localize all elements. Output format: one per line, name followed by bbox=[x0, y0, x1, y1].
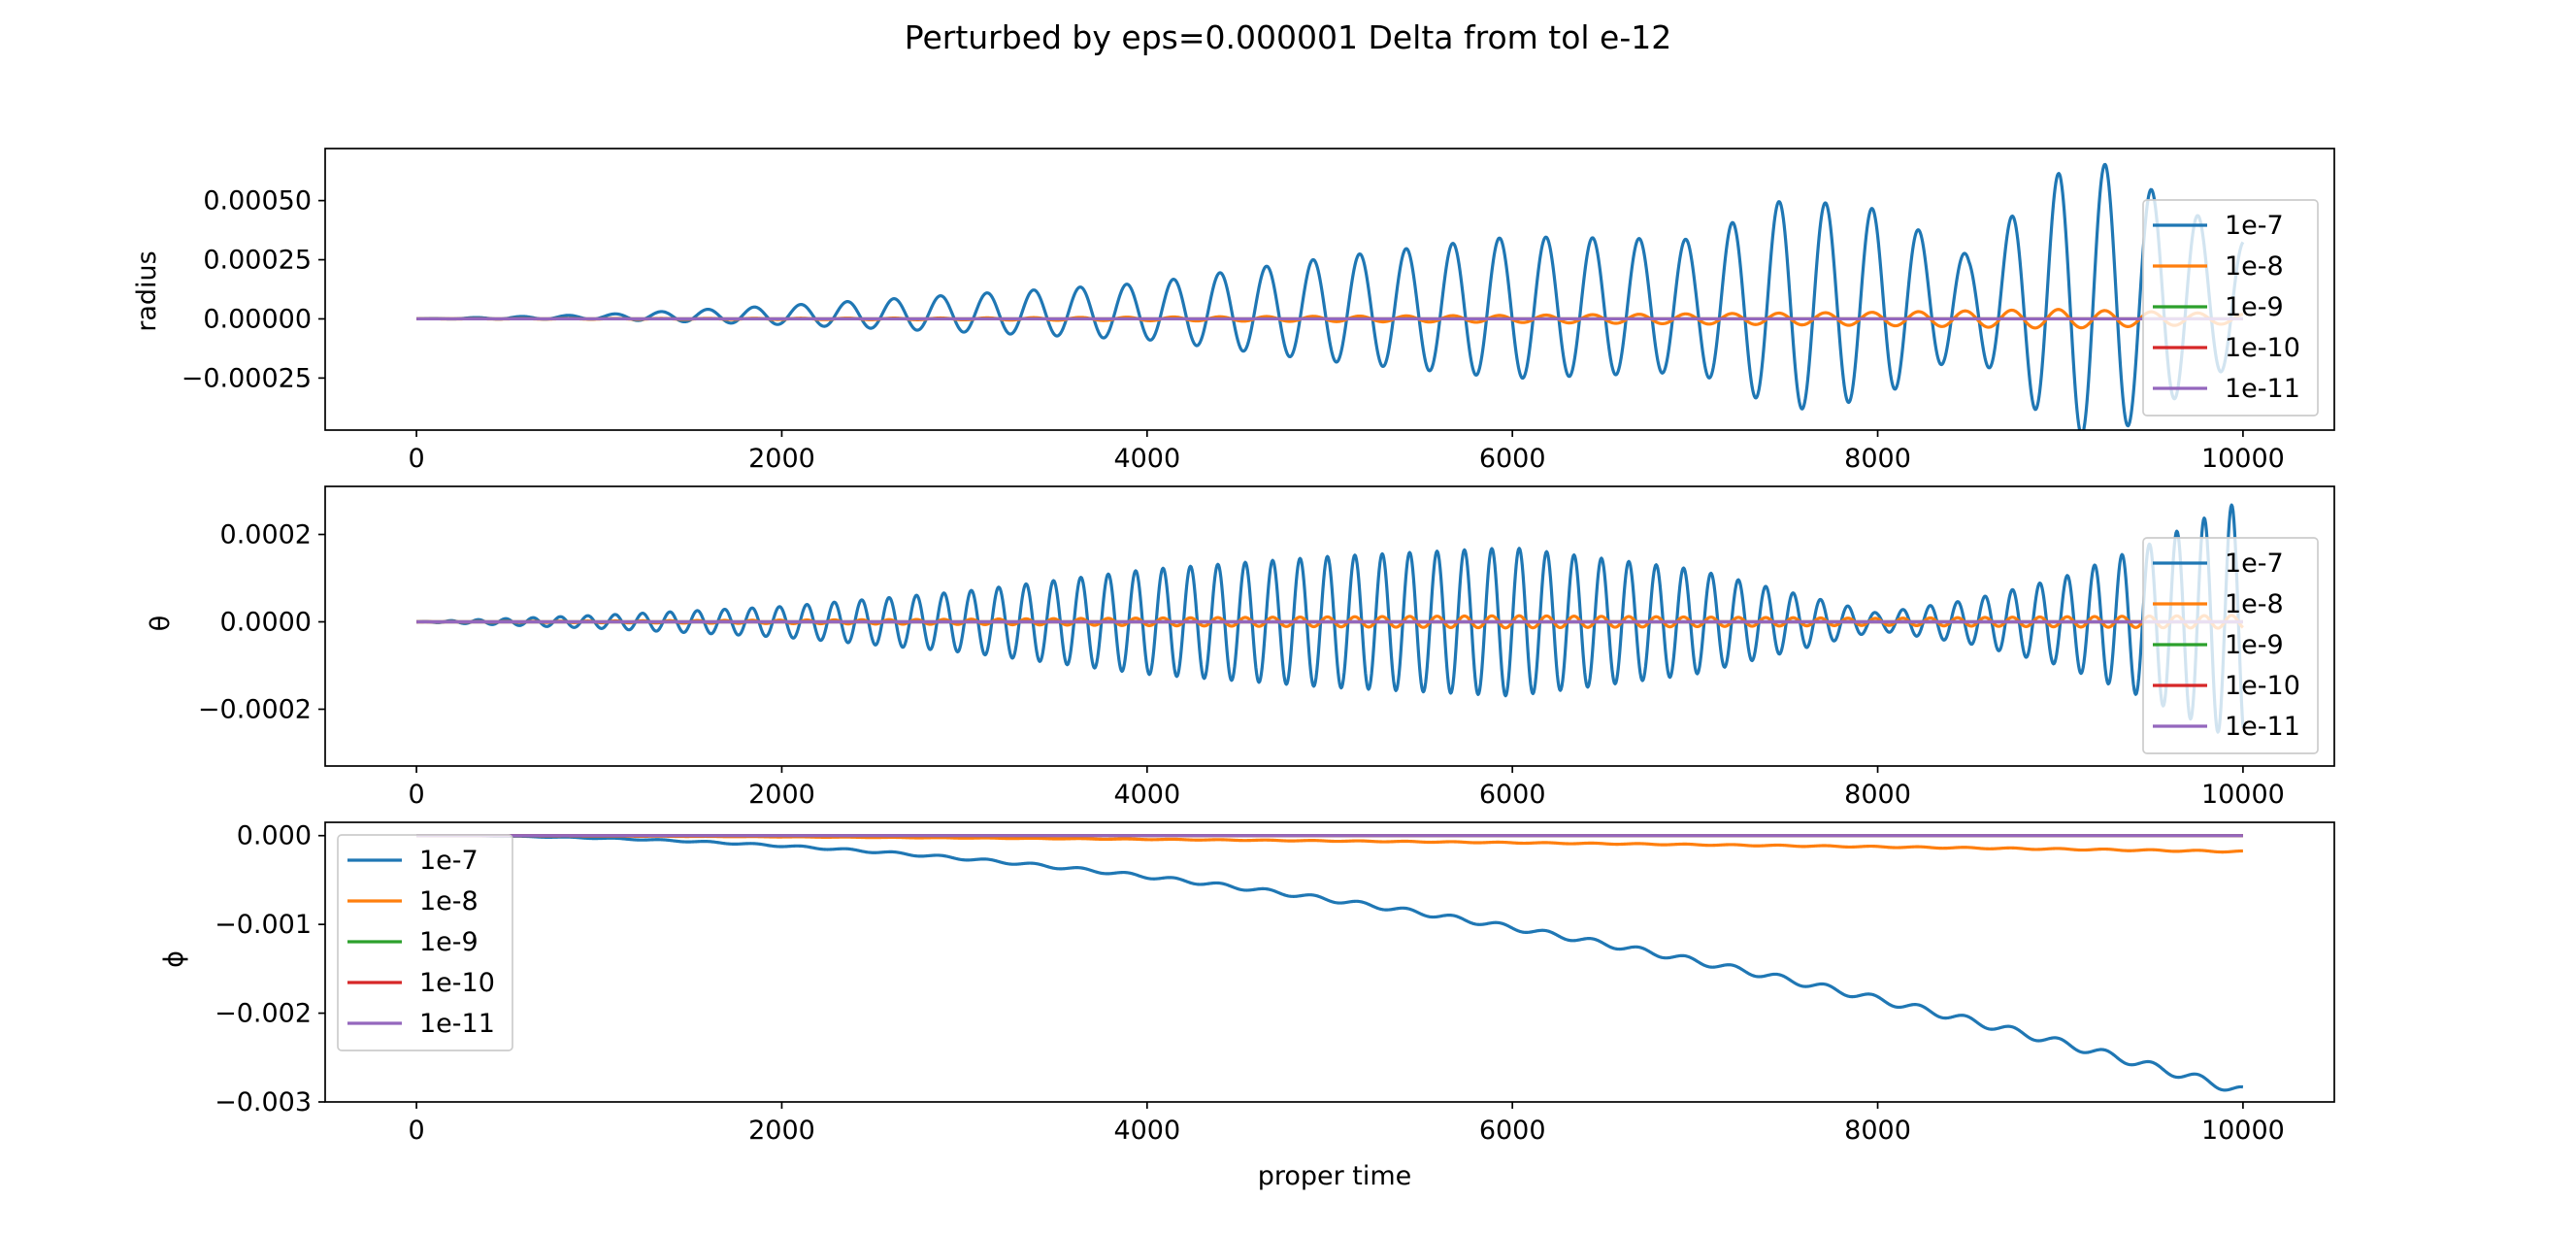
legend-entry: 1e-8 bbox=[2225, 589, 2284, 619]
y-tick-label: 0.000 bbox=[237, 821, 312, 851]
series-line-1e-7 bbox=[415, 834, 2244, 1092]
x-tick-label: 0 bbox=[408, 1116, 424, 1146]
axes-frame bbox=[324, 821, 2335, 1103]
legend-entry: 1e-8 bbox=[2225, 251, 2284, 282]
x-axis-label: proper time bbox=[1258, 1161, 1412, 1191]
figure-title: Perturbed by eps=0.000001 Delta from tol… bbox=[905, 18, 1672, 56]
legend-entry: 1e-11 bbox=[2225, 712, 2300, 742]
y-tick-label: −0.003 bbox=[215, 1087, 312, 1117]
y-axis-label: radius bbox=[132, 250, 162, 331]
legend-entry: 1e-9 bbox=[2225, 630, 2284, 660]
x-tick-label: 6000 bbox=[1479, 444, 1546, 474]
x-tick-label: 8000 bbox=[1844, 1116, 1911, 1146]
plot-area bbox=[415, 834, 2244, 1092]
legend: 1e-7 1e-8 1e-9 1e-10 1e-11 bbox=[337, 834, 513, 1051]
x-tick-label: 10000 bbox=[2201, 444, 2285, 474]
y-tick-label: 0.00050 bbox=[203, 186, 312, 217]
y-tick-label: −0.001 bbox=[215, 910, 312, 940]
series-line-1e-7 bbox=[415, 503, 2245, 734]
x-tick-label: 6000 bbox=[1479, 1116, 1546, 1146]
x-tick-label: 2000 bbox=[748, 444, 815, 474]
x-tick-label: 8000 bbox=[1844, 780, 1911, 810]
axes-frame bbox=[324, 148, 2335, 431]
legend-entry: 1e-8 bbox=[419, 886, 479, 916]
subplot-radius: radius 0 2000 4000 6000 8000 10000 −0.00025 0.0… bbox=[132, 148, 2335, 474]
y-tick-label: −0.002 bbox=[215, 999, 312, 1029]
legend-entry: 1e-11 bbox=[419, 1009, 495, 1039]
axes-frame bbox=[324, 485, 2335, 767]
legend-box bbox=[337, 834, 513, 1051]
x-tick-label: 4000 bbox=[1113, 780, 1180, 810]
legend-entry: 1e-7 bbox=[2225, 211, 2284, 241]
x-tick-label: 4000 bbox=[1113, 1116, 1180, 1146]
y-axis-label: θ bbox=[146, 616, 176, 632]
plot-area bbox=[415, 162, 2245, 430]
x-tick-label: 8000 bbox=[1844, 444, 1911, 474]
x-tick-label: 2000 bbox=[748, 780, 815, 810]
series-line-1e-7 bbox=[415, 162, 2245, 430]
y-tick-label: −0.0002 bbox=[198, 695, 312, 725]
subplot-phi: ϕ proper time 0 2000 4000 6000 8000 10000 −0.0… bbox=[159, 821, 2335, 1191]
legend-entry: 1e-9 bbox=[419, 927, 479, 957]
x-tick-label: 4000 bbox=[1113, 444, 1180, 474]
y-tick-label: −0.00025 bbox=[182, 363, 312, 393]
x-tick-label: 2000 bbox=[748, 1116, 815, 1146]
legend-box bbox=[2142, 537, 2319, 754]
y-tick-label: 0.0000 bbox=[220, 608, 312, 638]
y-tick-label: 0.00000 bbox=[203, 304, 312, 334]
legend-entry: 1e-10 bbox=[419, 968, 495, 998]
x-tick-label: 0 bbox=[408, 780, 424, 810]
x-tick-label: 0 bbox=[408, 444, 424, 474]
subplot-theta: θ 0 2000 4000 6000 8000 10000 −0.0002 0.0000 0.0… bbox=[146, 485, 2335, 810]
plot-area bbox=[415, 503, 2245, 734]
legend-entry: 1e-10 bbox=[2225, 671, 2300, 701]
legend-entry: 1e-7 bbox=[2225, 549, 2284, 579]
y-tick-label: 0.0002 bbox=[220, 520, 312, 550]
legend-entry: 1e-10 bbox=[2225, 333, 2300, 363]
legend: 1e-7 1e-8 1e-9 1e-10 1e-11 bbox=[2142, 537, 2319, 754]
legend: 1e-7 1e-8 1e-9 1e-10 1e-11 bbox=[2142, 199, 2319, 417]
x-tick-label: 10000 bbox=[2201, 780, 2285, 810]
x-tick-label: 6000 bbox=[1479, 780, 1546, 810]
legend-entry: 1e-9 bbox=[2225, 292, 2284, 322]
y-axis-label: ϕ bbox=[159, 950, 189, 968]
x-tick-label: 10000 bbox=[2201, 1116, 2285, 1146]
legend-entry: 1e-11 bbox=[2225, 374, 2300, 404]
y-tick-label: 0.00025 bbox=[203, 246, 312, 276]
legend-box bbox=[2142, 199, 2319, 417]
legend-entry: 1e-7 bbox=[419, 846, 479, 876]
